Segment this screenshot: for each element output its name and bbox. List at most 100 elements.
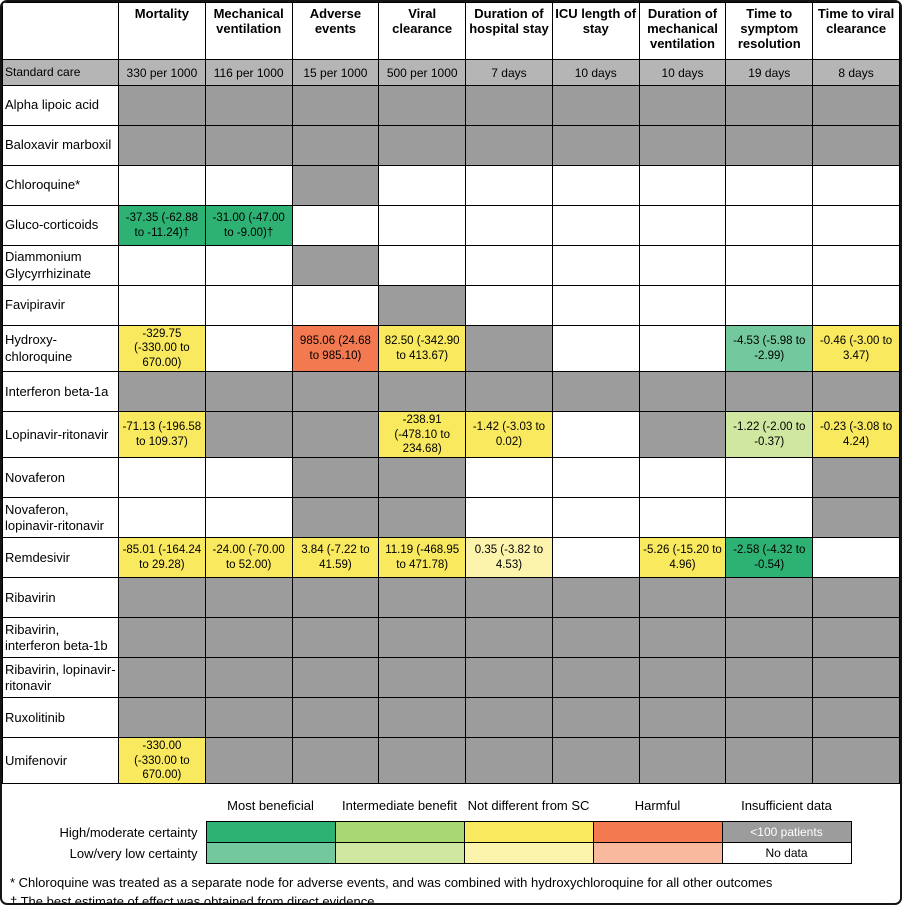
treatment-label: Ribavirin, lopinavir-ritonavir (2, 657, 119, 699)
outcome-cell: -238.91 (-478.10 to 234.68) (378, 411, 467, 459)
outcome-cell (638, 125, 727, 166)
outcome-cell (204, 657, 293, 699)
outcome-cell (725, 205, 814, 246)
column-header: Time to viral clearance (812, 2, 900, 60)
outcome-cell (812, 245, 900, 286)
treatment-label: Favipiravir (2, 285, 119, 326)
outcome-cell (291, 205, 380, 246)
outcome-cell (812, 577, 900, 619)
outcome-cell (378, 285, 467, 326)
standard-care-value: 19 days (725, 59, 814, 86)
outcome-cell (291, 737, 380, 785)
outcome-cell (204, 371, 293, 413)
outcome-cell (465, 577, 553, 619)
treatment-row: Novaferon (2, 457, 900, 499)
outcome-cell (118, 497, 206, 539)
outcome-cell (638, 85, 727, 126)
outcome-cell (812, 371, 900, 413)
outcome-cell: -1.22 (-2.00 to -0.37) (725, 411, 814, 459)
outcome-cell (638, 617, 727, 659)
outcome-cell: 0.35 (-3.82 to 4.53) (465, 537, 553, 579)
outcome-cell (725, 577, 814, 619)
outcome-cell: -37.35 (-62.88 to -11.24)† (118, 205, 206, 246)
column-header: ICU length of stay (551, 2, 640, 60)
outcome-cell (725, 737, 814, 785)
outcome-cell (204, 85, 293, 126)
outcome-cell (465, 457, 553, 499)
outcome-cell (551, 457, 640, 499)
outcome-cell (551, 205, 640, 246)
outcome-cell (725, 165, 814, 206)
treatment-label: Ribavirin, interferon beta-1b (2, 617, 119, 659)
outcome-cell (812, 285, 900, 326)
outcome-cell (638, 411, 727, 459)
treatment-row: Diammonium Glycyrrhizinate (2, 245, 900, 286)
legend-swatch-no-data: No data (721, 842, 852, 865)
legend-swatch (334, 821, 465, 844)
outcome-cell (725, 285, 814, 326)
treatment-label: Interferon beta-1a (2, 371, 119, 413)
outcome-cell (638, 457, 727, 499)
treatment-row: Favipiravir (2, 285, 900, 326)
outcome-cell: -2.58 (-4.32 to -0.54) (725, 537, 814, 579)
outcome-cell (291, 497, 380, 539)
legend-swatch-insufficient: <100 patients (721, 821, 852, 844)
footnotes: * Chloroquine was treated as a separate … (2, 864, 900, 905)
treatment-label: Diammonium Glycyrrhizinate (2, 245, 119, 286)
column-header: Time to symptom resolution (725, 2, 814, 60)
outcome-cell (725, 371, 814, 413)
treatment-row: Chloroquine* (2, 165, 900, 206)
outcome-cell (465, 657, 553, 699)
outcome-cell: -4.53 (-5.98 to -2.99) (725, 324, 814, 373)
outcome-cell: -0.23 (-3.08 to 4.24) (812, 411, 900, 459)
outcome-cell: -5.26 (-15.20 to 4.96) (638, 537, 727, 579)
outcome-cell (378, 165, 467, 206)
treatment-row: Interferon beta-1a (2, 371, 900, 413)
outcome-cell (812, 737, 900, 785)
legend-column-label: Not different from SC (467, 798, 590, 814)
legend-column-label: Most beneficial (227, 798, 314, 814)
outcome-cell (638, 577, 727, 619)
outcome-cell: -71.13 (-196.58 to 109.37) (118, 411, 206, 459)
outcome-cell (378, 245, 467, 286)
outcome-cell (551, 371, 640, 413)
outcome-cell (725, 697, 814, 739)
legend-table: Most beneficial Intermediate benefit Not d… (8, 798, 852, 865)
outcome-cell (725, 457, 814, 499)
treatment-label: Remdesivir (2, 537, 119, 579)
outcome-cell (118, 577, 206, 619)
outcome-cell (465, 285, 553, 326)
outcome-cell: -31.00 (-47.00 to -9.00)† (204, 205, 293, 246)
outcome-cell (204, 125, 293, 166)
outcome-cell (291, 371, 380, 413)
legend-swatch (205, 821, 336, 844)
footnote: † The best estimate of effect was obtain… (10, 894, 375, 905)
outcome-cell (291, 85, 380, 126)
outcome-cell (204, 324, 293, 373)
treatment-label: Chloroquine* (2, 165, 119, 206)
outcome-cell (204, 411, 293, 459)
outcome-cell (551, 165, 640, 206)
legend-certainty-label: Low/very low certainty (69, 845, 198, 861)
outcome-cell (291, 411, 380, 459)
outcome-cell (291, 245, 380, 286)
outcome-cell (812, 617, 900, 659)
outcome-cell (204, 457, 293, 499)
outcome-cell (638, 697, 727, 739)
standard-care-value: 7 days (465, 59, 553, 86)
outcome-cell (638, 657, 727, 699)
outcome-cell (204, 577, 293, 619)
legend-spacer (8, 798, 206, 822)
outcome-cell (118, 457, 206, 499)
outcome-cell (551, 537, 640, 579)
outcome-cell (118, 371, 206, 413)
outcome-cell: -330.00 (-330.00 to 670.00) (118, 737, 206, 785)
outcome-cell (551, 697, 640, 739)
treatment-label: Alpha lipoic acid (2, 85, 119, 126)
outcome-cell (725, 657, 814, 699)
treatment-label: Novaferon (2, 457, 119, 499)
outcome-cell (378, 85, 467, 126)
outcome-cell (725, 245, 814, 286)
outcome-cell: -329.75 (-330.00 to 670.00) (118, 324, 206, 373)
